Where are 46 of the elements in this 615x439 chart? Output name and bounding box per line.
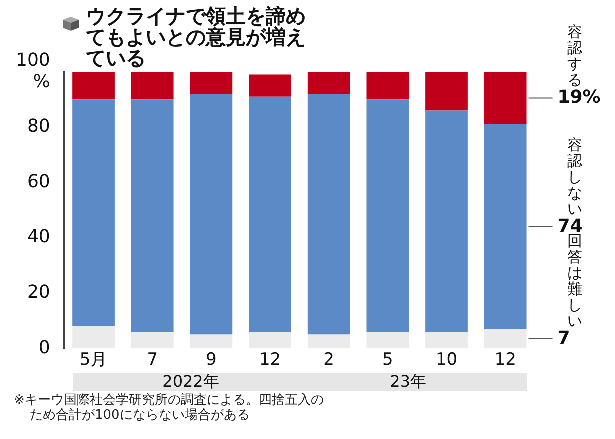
- bar: [190, 334, 233, 349]
- text: 2022年: [72, 372, 310, 391]
- y-tick-label: 80: [27, 116, 50, 137]
- bar: [366, 100, 410, 332]
- x-tick-label: 2: [324, 350, 335, 370]
- x-tick-label: 9: [206, 350, 217, 370]
- text: 容認しない: [566, 136, 583, 218]
- bar: [72, 100, 115, 326]
- bar: [131, 72, 174, 100]
- text: 容認する: [566, 23, 583, 90]
- x-tick-label: 7: [147, 350, 158, 370]
- x-tick-label: 10: [436, 350, 458, 370]
- data-label: 7: [558, 328, 570, 349]
- bar: [366, 332, 410, 349]
- text: ※キーウ国際社会学研究所の調査による。四捨五入のため合計が100にならない場合がある: [14, 393, 325, 423]
- x-tick-label: 12: [259, 350, 282, 370]
- bar: [484, 124, 527, 330]
- bar: [249, 96, 292, 332]
- y-tick-label: 60: [27, 171, 50, 192]
- bar: [249, 74, 292, 97]
- bar: [190, 72, 233, 94]
- x-tick-label: 5月: [80, 350, 108, 370]
- bar: [131, 332, 174, 349]
- bar: [72, 326, 115, 349]
- bar: [131, 100, 174, 332]
- y-tick-label: 40: [27, 226, 50, 248]
- data-label: 19%: [558, 87, 601, 108]
- bar: [366, 72, 410, 100]
- bar: [426, 332, 468, 349]
- bar: [484, 329, 527, 349]
- bar: [308, 72, 350, 94]
- bar: [72, 72, 115, 100]
- bar: [190, 94, 233, 335]
- bar: [249, 332, 292, 349]
- y-tick-label: 0: [38, 337, 50, 358]
- bar: [484, 72, 527, 125]
- x-tick-label: 5: [382, 350, 394, 370]
- bar: [308, 94, 350, 335]
- chart-title: ウクライナで領土を諦めてもよいとの意見が増えている: [86, 4, 307, 70]
- bar: [308, 334, 350, 349]
- bar: [426, 110, 468, 332]
- y-tick-label: 100 %: [16, 50, 50, 92]
- x-tick-label: 12: [494, 350, 516, 370]
- bar: [426, 72, 468, 111]
- y-tick-label: 20: [27, 282, 50, 303]
- text: 23年: [290, 372, 527, 391]
